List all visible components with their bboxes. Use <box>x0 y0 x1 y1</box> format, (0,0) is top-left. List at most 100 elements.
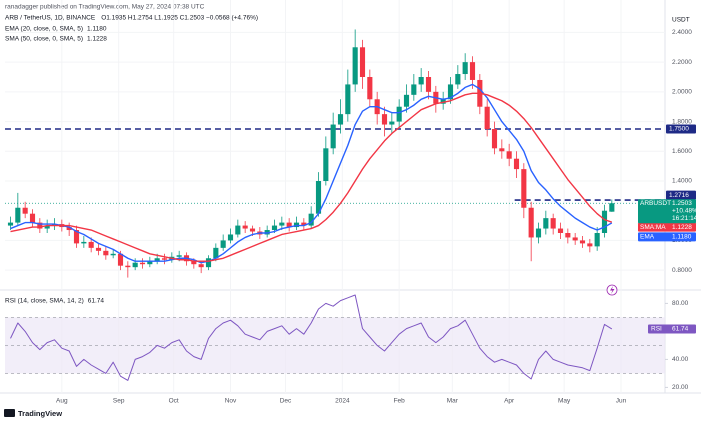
rsi-value: 61.74 <box>672 326 689 333</box>
x-tick-label: Oct <box>169 398 179 405</box>
candle-body <box>51 224 58 226</box>
candle-body <box>469 62 476 80</box>
candle-body <box>37 222 43 229</box>
y-tick-label: 1.4000 <box>672 178 692 185</box>
candle-body <box>301 222 307 226</box>
candle-body <box>117 253 124 266</box>
x-tick-label: 2024 <box>335 398 350 405</box>
indicator-value: 1.1228 <box>672 224 692 231</box>
candle-body <box>235 225 241 235</box>
indicator-tag: SMA:MA <box>640 224 666 231</box>
candle-body <box>499 148 505 152</box>
rsi-line <box>10 294 613 381</box>
candle-body <box>15 207 21 223</box>
x-tick-label: Apr <box>504 398 515 405</box>
level-label-box <box>666 190 696 200</box>
candle-body <box>220 240 226 248</box>
candle-body <box>7 222 14 226</box>
candle-body <box>132 262 138 268</box>
candle-body <box>315 181 322 214</box>
indicator-line <box>10 92 613 262</box>
rsi-title: RSI (14, close, SMA, 14, 2) <box>5 298 84 305</box>
y-tick-label: 80.00 <box>672 300 689 307</box>
candle-body <box>323 148 329 181</box>
candle-body <box>513 158 520 170</box>
candle-body <box>411 84 417 95</box>
candle-body <box>367 77 373 100</box>
y-tick-label: 1.6000 <box>672 148 692 155</box>
y-tick-label: 2.4000 <box>672 29 692 36</box>
candle-body <box>44 225 50 229</box>
indicator-label-box <box>638 232 696 242</box>
candle-body <box>528 207 534 238</box>
x-tick-label: Sep <box>113 398 125 405</box>
candle-body <box>191 261 197 265</box>
candle-body <box>543 218 549 229</box>
candle-body <box>213 247 219 259</box>
last-price-countdown: 16:21:14 <box>672 215 698 222</box>
candle-body <box>95 247 102 251</box>
candle-body <box>462 62 468 75</box>
candle-body <box>565 233 571 238</box>
candle-body <box>587 243 593 247</box>
x-tick-label: Nov <box>225 398 237 405</box>
currency-label: USDT <box>672 17 690 24</box>
rsi-legend-value: 61.74 <box>88 298 105 305</box>
legend-value: 1.1180 <box>87 26 107 33</box>
candle-body <box>418 77 424 85</box>
candle-body <box>125 265 131 268</box>
candle-body <box>198 264 204 268</box>
candle-body <box>455 74 461 85</box>
candle-body <box>381 114 388 125</box>
candle-body <box>81 241 87 244</box>
rsi-tag: RSI <box>651 326 662 333</box>
candle-body <box>103 250 109 256</box>
candle-body <box>176 255 182 257</box>
candle-body <box>491 129 498 149</box>
indicator-line <box>10 83 613 264</box>
candle-body <box>161 258 168 260</box>
candle-body <box>249 228 256 232</box>
candle-body <box>154 258 160 262</box>
level-label: 1.7500 <box>669 126 689 133</box>
symbol-title: ARB / TetherUS, 1D, BINANCE <box>5 15 96 22</box>
candle-body <box>594 233 600 247</box>
legend-entry: EMA (20, close, 0, SMA, 5) <box>5 26 83 33</box>
candle-body <box>279 222 285 226</box>
indicator-tag: EMA <box>640 234 655 241</box>
level-label-box <box>666 124 696 134</box>
candle-body <box>557 228 564 233</box>
candle-body <box>139 262 146 265</box>
brand-name: TradingView <box>18 409 62 418</box>
y-tick-label: 1.8000 <box>672 118 692 125</box>
candle-body <box>440 99 446 104</box>
candle-body <box>22 207 28 214</box>
candle-body <box>337 114 344 125</box>
candle-body <box>506 151 512 159</box>
y-tick-label: 40.00 <box>672 356 689 363</box>
last-price-value: 1.2503 <box>672 200 692 207</box>
candle-body <box>205 258 212 268</box>
last-price-symbol: ARBUSDT <box>640 200 671 207</box>
candle-body <box>396 106 402 122</box>
candle-body <box>352 47 358 85</box>
candle-body <box>521 169 527 208</box>
rsi-label-box <box>648 324 696 334</box>
legend-entry: SMA (50, close, 0, SMA, 5) <box>5 36 83 43</box>
candle-body <box>359 47 366 77</box>
indicator-label-box <box>638 222 696 232</box>
candle-body <box>110 253 116 256</box>
y-tick-label: 20.00 <box>672 384 689 391</box>
ohlc-values: O1.1935 H1.2754 L1.1925 C1.2503 −0.0568 … <box>101 15 258 22</box>
candle-body <box>293 222 300 228</box>
candle-body <box>601 210 608 233</box>
x-tick-label: Jun <box>616 398 627 405</box>
candle-body <box>550 218 556 229</box>
x-tick-label: Dec <box>280 398 292 405</box>
alert-icon-bolt <box>610 286 615 294</box>
brand-logo <box>4 409 15 417</box>
candle-body <box>286 222 292 228</box>
candle-body <box>66 227 72 231</box>
x-tick-label: May <box>558 398 571 405</box>
